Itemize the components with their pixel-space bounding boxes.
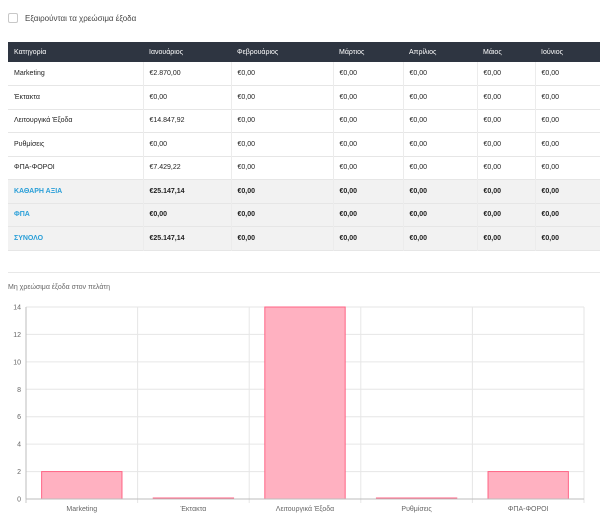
column-header-2: Φεβρουάριος: [237, 48, 279, 56]
amount-cell: €0,00: [332, 62, 403, 86]
chart-axes: [25, 307, 584, 500]
amount-cell: €0,00: [476, 109, 535, 133]
amount-cell: €0,00: [230, 226, 333, 250]
amount-cell: €0,00: [534, 62, 600, 86]
table-row: ΦΠΑ-ΦΟΡΟΙ €7.429,22 €0,00 €0,00 €0,00 €0,00 €0…: [8, 156, 600, 180]
column-header-4: Απρίλιος: [409, 48, 437, 56]
category-cell: Ρυθμίσεις: [14, 140, 45, 148]
table-row: Marketing €2.870,00 €0,00 €0,00 €0,00 €0,00 €0…: [8, 62, 600, 86]
column-header-6: Ιούνιος: [541, 48, 563, 56]
category-cell: ΚΑΘΑΡΗ ΑΞΙΑ: [14, 187, 63, 195]
column-header-0: Κατηγορία: [14, 48, 47, 56]
amount-cell: €0,00: [402, 156, 477, 180]
x-tick-label: Λειτουργικά Έξοδα: [276, 505, 334, 513]
x-tick-label: Έκτακτα: [179, 506, 206, 513]
amount-cell: €0,00: [332, 156, 403, 180]
amount-cell: €0,00: [142, 85, 231, 109]
summary-row: ΣΥΝΟΛΟ €25.147,14 €0,00 €0,00 €0,00 €0,00 €0,0…: [8, 226, 600, 250]
y-tick-label: 14: [13, 305, 21, 312]
amount-cell: €0,00: [476, 62, 535, 86]
exclude-billable-label: Εξαιρούνται τα χρεώσιμα έξοδα: [25, 13, 137, 23]
bar-0: [41, 471, 123, 500]
category-cell: ΦΠΑ-ΦΟΡΟΙ: [14, 164, 55, 172]
amount-cell: €0,00: [332, 226, 403, 250]
amount-cell: €0,00: [476, 179, 535, 203]
amount-cell: €2.870,00: [142, 62, 231, 86]
amount-cell: €0,00: [476, 226, 535, 250]
amount-cell: €0,00: [332, 179, 403, 203]
column-header-5: Μάιος: [483, 48, 502, 56]
amount-cell: €0,00: [402, 132, 477, 156]
amount-cell: €0,00: [476, 156, 535, 180]
amount-cell: €0,00: [534, 132, 600, 156]
amount-cell: €0,00: [142, 203, 231, 227]
summary-row: ΦΠΑ €0,00 €0,00 €0,00 €0,00 €0,00 €0,00: [8, 203, 600, 227]
amount-cell: €0,00: [332, 132, 403, 156]
category-cell: Λειτουργικά Έξοδα: [14, 117, 73, 125]
amount-cell: €0,00: [534, 156, 600, 180]
column-header-3: Μάρτιος: [339, 48, 365, 56]
table-header-row: Κατηγορία Ιανουάριος Φεβρουάριος Μάρτιος Απρ…: [8, 42, 600, 62]
amount-cell: €0,00: [332, 203, 403, 227]
y-tick-label: 8: [17, 387, 21, 394]
amount-cell: €25.147,14: [142, 179, 231, 203]
amount-cell: €14.847,92: [142, 109, 231, 133]
y-tick-label: 6: [17, 414, 21, 421]
exclude-billable-toggle[interactable]: Εξαιρούνται τα χρεώσιμα έξοδα: [8, 11, 136, 25]
y-tick-label: 4: [17, 442, 21, 449]
summary-row: ΚΑΘΑΡΗ ΑΞΙΑ €25.147,14 €0,00 €0,00 €0,00 €0,0…: [8, 179, 600, 203]
amount-cell: €0,00: [476, 203, 535, 227]
amount-cell: €0,00: [534, 203, 600, 227]
amount-cell: €25.147,14: [142, 226, 231, 250]
y-axis-tick-labels: 0 2 4 6 8 10 12 14: [13, 305, 21, 504]
amount-cell: €0,00: [230, 179, 333, 203]
amount-cell: €0,00: [230, 85, 333, 109]
column-header-1: Ιανουάριος: [149, 48, 184, 56]
y-tick-label: 0: [17, 497, 21, 504]
chart-bars: [41, 306, 569, 500]
amount-cell: €0,00: [534, 179, 600, 203]
table-row: Λειτουργικά Έξοδα €14.847,92 €0,00 €0,00 €0,…: [8, 109, 600, 133]
x-axis-tick-labels: Marketing Έκτακτα Λειτουργικά Έξοδα Ρυθμίσε…: [66, 505, 548, 513]
amount-cell: €0,00: [534, 85, 600, 109]
amount-cell: €0,00: [230, 203, 333, 227]
amount-cell: €0,00: [332, 109, 403, 133]
amount-cell: €0,00: [534, 226, 600, 250]
chart-title: Μη χρεώσιμα έξοδα στον πελάτη: [8, 284, 111, 291]
amount-cell: €0,00: [402, 179, 477, 203]
bar-4: [487, 471, 569, 500]
amount-cell: €0,00: [402, 109, 477, 133]
amount-cell: €0,00: [230, 109, 333, 133]
y-tick-label: 2: [17, 469, 21, 476]
table-row: Ρυθμίσεις €0,00 €0,00 €0,00 €0,00 €0,00 €0,00: [8, 132, 600, 156]
amount-cell: €0,00: [142, 132, 231, 156]
y-tick-label: 12: [13, 332, 21, 339]
amount-cell: €0,00: [534, 109, 600, 133]
category-cell: ΣΥΝΟΛΟ: [14, 234, 44, 242]
amount-cell: €0,00: [476, 85, 535, 109]
category-cell: Marketing: [14, 70, 45, 77]
section-divider: [8, 272, 600, 273]
table-row: Έκτακτα €0,00 €0,00 €0,00 €0,00 €0,00 €0,00: [8, 85, 600, 109]
amount-cell: €0,00: [402, 226, 477, 250]
amount-cell: €0,00: [402, 62, 477, 86]
amount-cell: €0,00: [230, 156, 333, 180]
amount-cell: €0,00: [332, 85, 403, 109]
bar-2: [264, 306, 346, 500]
amount-cell: €0,00: [476, 132, 535, 156]
y-tick-label: 10: [13, 359, 21, 366]
category-cell: ΦΠΑ: [14, 211, 30, 219]
x-tick-label: Marketing: [66, 506, 97, 513]
amount-cell: €0,00: [402, 203, 477, 227]
category-cell: Έκτακτα: [14, 93, 40, 101]
x-tick-label: ΦΠΑ-ΦΟΡΟΙ: [508, 506, 549, 513]
expenses-table: Κατηγορία Ιανουάριος Φεβρουάριος Μάρτιος Απρ…: [8, 42, 600, 251]
amount-cell: €0,00: [230, 62, 333, 86]
x-tick-label: Ρυθμίσεις: [401, 505, 432, 513]
amount-cell: €0,00: [402, 85, 477, 109]
amount-cell: €7.429,22: [142, 156, 231, 180]
expenses-bar-chart: 0 2 4 6 8 10 12 14 Marketing Έκτακτα Λειτουργικά …: [13, 305, 585, 513]
exclude-billable-checkbox[interactable]: [8, 13, 18, 23]
amount-cell: €0,00: [230, 132, 333, 156]
